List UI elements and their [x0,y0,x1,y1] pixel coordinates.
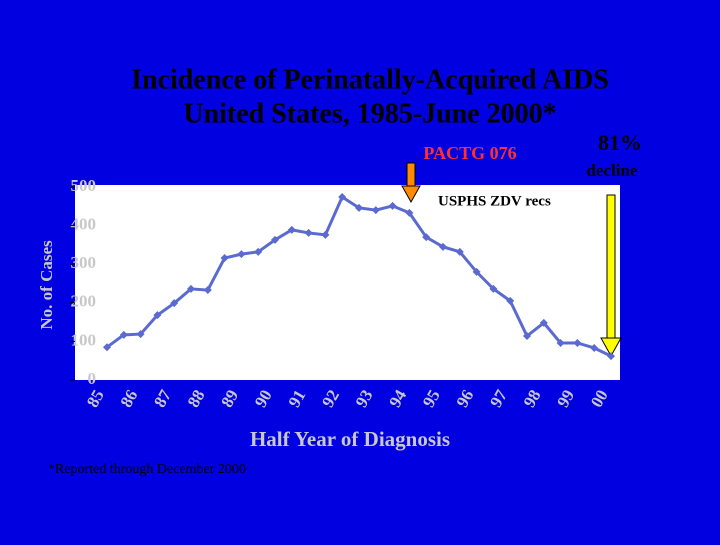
x-tick-label: 90 [251,386,276,410]
point [187,284,195,293]
point [489,284,498,293]
footnote: *Reported through December 2000 [48,462,246,477]
annotation: 81% [598,130,642,155]
x-tick-label: 99 [553,386,578,410]
point [271,235,279,244]
point [203,286,212,295]
point [136,330,145,339]
point [119,330,128,339]
arrow [423,187,433,216]
y-tick-label: 200 [71,292,97,311]
y-tick-label: 100 [71,330,97,349]
point [103,343,111,352]
point [506,296,515,305]
annotation: USPHS ZDV recs [438,193,551,209]
x-tick-label: 94 [385,386,410,411]
y-tick-label: 0 [88,369,97,388]
point [439,242,447,251]
point [153,311,162,320]
x-tick-label: 88 [184,386,209,410]
x-tick-label: 93 [352,386,377,410]
chart-title: Incidence of Perinatally-Acquired AIDS [131,64,609,95]
point [455,247,464,256]
point [371,206,380,215]
x-tick-label: 91 [284,386,309,410]
point [607,352,615,361]
point [304,228,313,237]
y-tick-label: 500 [71,176,97,195]
point [287,225,296,234]
y-tick-label: 300 [71,253,97,272]
x-tick-label: 92 [318,386,343,410]
x-tick-label: 96 [452,386,477,410]
x-tick-label: 95 [419,386,444,410]
point [590,343,599,352]
point [388,201,397,210]
point [338,193,347,202]
x-tick-label: 97 [486,386,511,411]
x-tick-label: 87 [150,386,175,411]
point [321,230,330,239]
y-tick-label: 400 [71,215,97,234]
chart-title: United States, 1985-June 2000* [183,98,556,129]
point [254,247,263,256]
point [539,318,548,327]
point [523,331,531,340]
point [405,208,414,217]
x-tick-label: 00 [587,386,612,410]
point [170,299,179,308]
arrow [401,162,421,204]
point [556,338,565,347]
arrow [600,194,622,358]
x-tick-label: 98 [520,386,545,410]
point [220,254,229,263]
annotation: decline [587,161,638,180]
annotation: PACTG 076 [423,143,516,163]
plot-area [75,185,620,380]
x-tick-label: 86 [116,386,141,410]
point [472,267,481,276]
point [355,203,363,212]
y-axis-label: No. of Cases [37,240,56,330]
point [422,233,431,242]
x-tick-label: 85 [83,386,108,410]
point [573,338,582,347]
point [237,250,246,259]
x-tick-label: 89 [217,386,242,410]
x-axis-label: Half Year of Diagnosis [250,427,450,451]
